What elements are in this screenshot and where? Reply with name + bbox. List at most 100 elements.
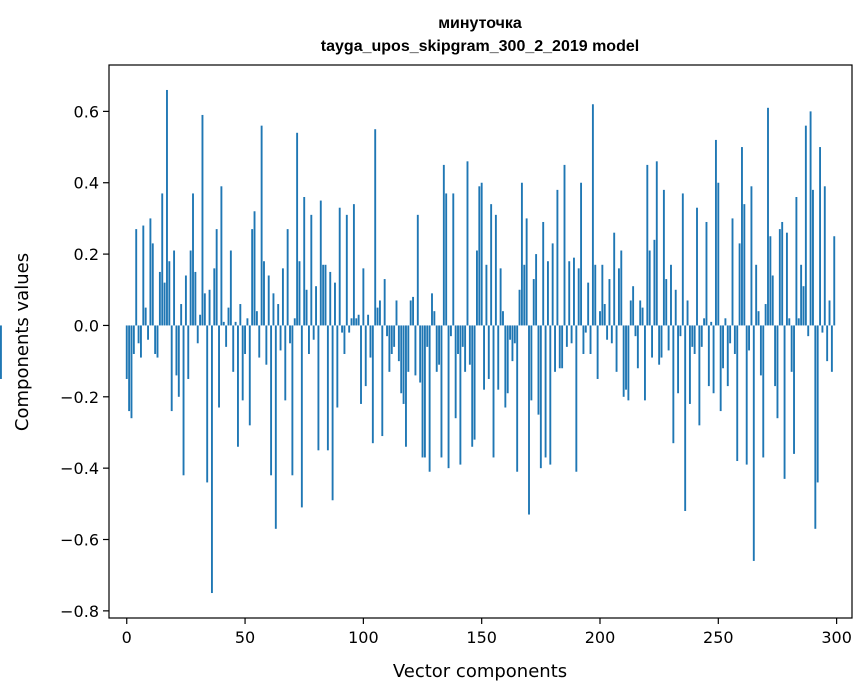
bars-group	[0, 89, 836, 594]
bar-6	[140, 325, 142, 358]
bar-265	[752, 325, 755, 561]
bar-231	[672, 325, 675, 444]
y-tick-label: −0.2	[60, 388, 99, 407]
bar-147	[473, 325, 476, 440]
bar-244	[703, 318, 706, 326]
x-tick-label: 150	[466, 628, 497, 647]
bar-196	[589, 325, 592, 354]
bar-17	[166, 89, 168, 326]
bar-14	[158, 271, 161, 326]
bar-149	[478, 186, 481, 326]
bar-152	[485, 264, 488, 326]
bar-67	[284, 325, 287, 401]
bar-33	[203, 293, 206, 326]
bar-280	[788, 318, 791, 326]
bar-34	[206, 325, 209, 483]
bar-234	[679, 325, 682, 337]
bar-142	[461, 325, 464, 347]
bar-279	[785, 232, 788, 326]
bar-72	[296, 132, 299, 326]
bar-11	[151, 243, 154, 326]
bar-242	[698, 325, 701, 426]
bar-102	[367, 314, 370, 326]
bar-144	[466, 161, 469, 326]
bar-224	[655, 161, 658, 326]
bar-154	[490, 204, 493, 326]
bar-83	[322, 264, 325, 326]
bar-105	[374, 129, 377, 326]
bar-203	[606, 325, 609, 340]
bar-283	[795, 197, 798, 326]
bar-221	[648, 250, 651, 326]
bar-32	[201, 114, 204, 326]
bar-170	[528, 325, 530, 515]
x-tick-label: 250	[703, 628, 734, 647]
bar-187	[568, 261, 571, 326]
bar-94	[348, 325, 351, 333]
bar-36	[210, 325, 213, 594]
bar-111	[388, 325, 391, 372]
bar-134	[442, 164, 445, 326]
bar-139	[454, 325, 457, 419]
bar-166	[518, 289, 521, 326]
bar-46	[234, 321, 237, 326]
bar-100	[362, 268, 365, 326]
bar-285	[800, 264, 803, 326]
bar-206	[613, 232, 616, 326]
bar-31	[199, 314, 202, 326]
bar-120	[409, 300, 412, 326]
bar-41	[222, 321, 225, 326]
bar-113	[393, 325, 396, 347]
bar-128	[428, 325, 431, 472]
bar-247	[710, 321, 713, 326]
bar-299	[833, 236, 836, 326]
bar-220	[646, 164, 649, 326]
bar-223	[653, 239, 656, 326]
bar-16	[163, 282, 166, 326]
bar-63	[274, 325, 277, 529]
bar-184	[561, 325, 564, 369]
x-tick-label: 300	[821, 628, 852, 647]
bar-13	[156, 325, 159, 358]
bar-248	[712, 325, 715, 394]
bar-18	[168, 261, 171, 326]
bar-106	[376, 307, 379, 326]
bar-198	[594, 264, 597, 326]
bar-10	[149, 218, 152, 326]
bar-286	[802, 286, 805, 326]
bar-116	[400, 325, 403, 394]
bar-178	[546, 261, 549, 326]
bar-225	[658, 325, 661, 365]
bar-194	[584, 325, 587, 333]
bar-1	[128, 325, 131, 412]
bar-270	[764, 304, 767, 326]
y-tick-label: −0.4	[60, 459, 99, 478]
bar-289	[809, 111, 812, 326]
bar-167	[520, 182, 523, 326]
bar-232	[674, 289, 677, 326]
bar-222	[651, 325, 653, 358]
bar-62	[272, 293, 275, 326]
bar-15	[161, 193, 164, 326]
bar-70	[291, 325, 294, 476]
bar-164	[513, 325, 516, 344]
bar-214	[632, 286, 635, 326]
bar-109	[383, 279, 386, 326]
bar-119	[407, 325, 410, 372]
bar-80	[315, 286, 317, 326]
bar-59	[265, 325, 268, 365]
bar-168	[523, 264, 526, 326]
bar-263	[748, 325, 751, 351]
bar-40	[220, 186, 223, 326]
bar-138	[452, 193, 455, 326]
bar-238	[688, 325, 691, 404]
bar-96	[352, 204, 355, 326]
y-tick-label: 0.6	[74, 102, 99, 121]
bar-131	[435, 325, 438, 372]
bar-55	[255, 311, 258, 326]
bar-143	[464, 325, 467, 372]
bar-233	[677, 325, 680, 394]
bar-259	[738, 243, 741, 326]
bar-37	[213, 268, 216, 326]
bar-177	[544, 325, 547, 458]
